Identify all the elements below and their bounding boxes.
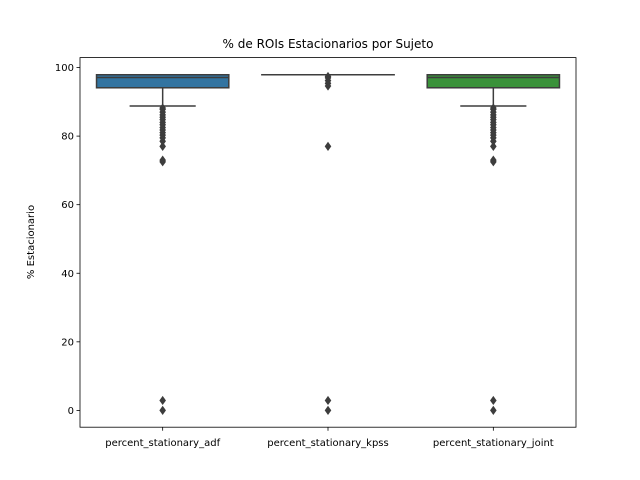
- outlier-point: [159, 141, 166, 151]
- outlier-point: [324, 405, 332, 415]
- y-tick-label: 80: [61, 132, 74, 143]
- y-axis-label: % Estacionario: [26, 205, 37, 279]
- outlier-point: [490, 405, 497, 415]
- chart-title: % de ROIs Estacionarios por Sujeto: [223, 37, 434, 51]
- y-tick-label: 20: [61, 337, 74, 348]
- outlier-point: [490, 395, 497, 406]
- box: [95, 73, 230, 89]
- x-tick-label: percent_stationary_adf: [105, 438, 220, 449]
- x-tick-label: percent_stationary_joint: [433, 438, 554, 449]
- outlier-point: [490, 103, 497, 113]
- outlier-point: [490, 141, 497, 151]
- plot-area: 0 20 40 60 80 100 percent_stationary_adf percen…: [55, 63, 561, 449]
- box: [426, 73, 561, 89]
- x-tick-label: percent_stationary_kpss: [267, 438, 388, 449]
- y-tick-label: 0: [68, 406, 74, 417]
- outlier-point: [324, 71, 332, 82]
- outlier-point: [159, 405, 166, 415]
- outlier-point: [159, 103, 166, 113]
- y-tick-label: 100: [55, 63, 74, 74]
- y-tick-label: 40: [61, 269, 74, 280]
- outlier-point: [490, 155, 497, 165]
- axes-frame: [79, 57, 577, 428]
- outlier-point: [159, 155, 166, 165]
- y-tick-label: 60: [61, 200, 74, 211]
- outlier-point: [159, 395, 166, 406]
- outlier-point: [324, 141, 332, 151]
- outlier-point: [324, 395, 332, 406]
